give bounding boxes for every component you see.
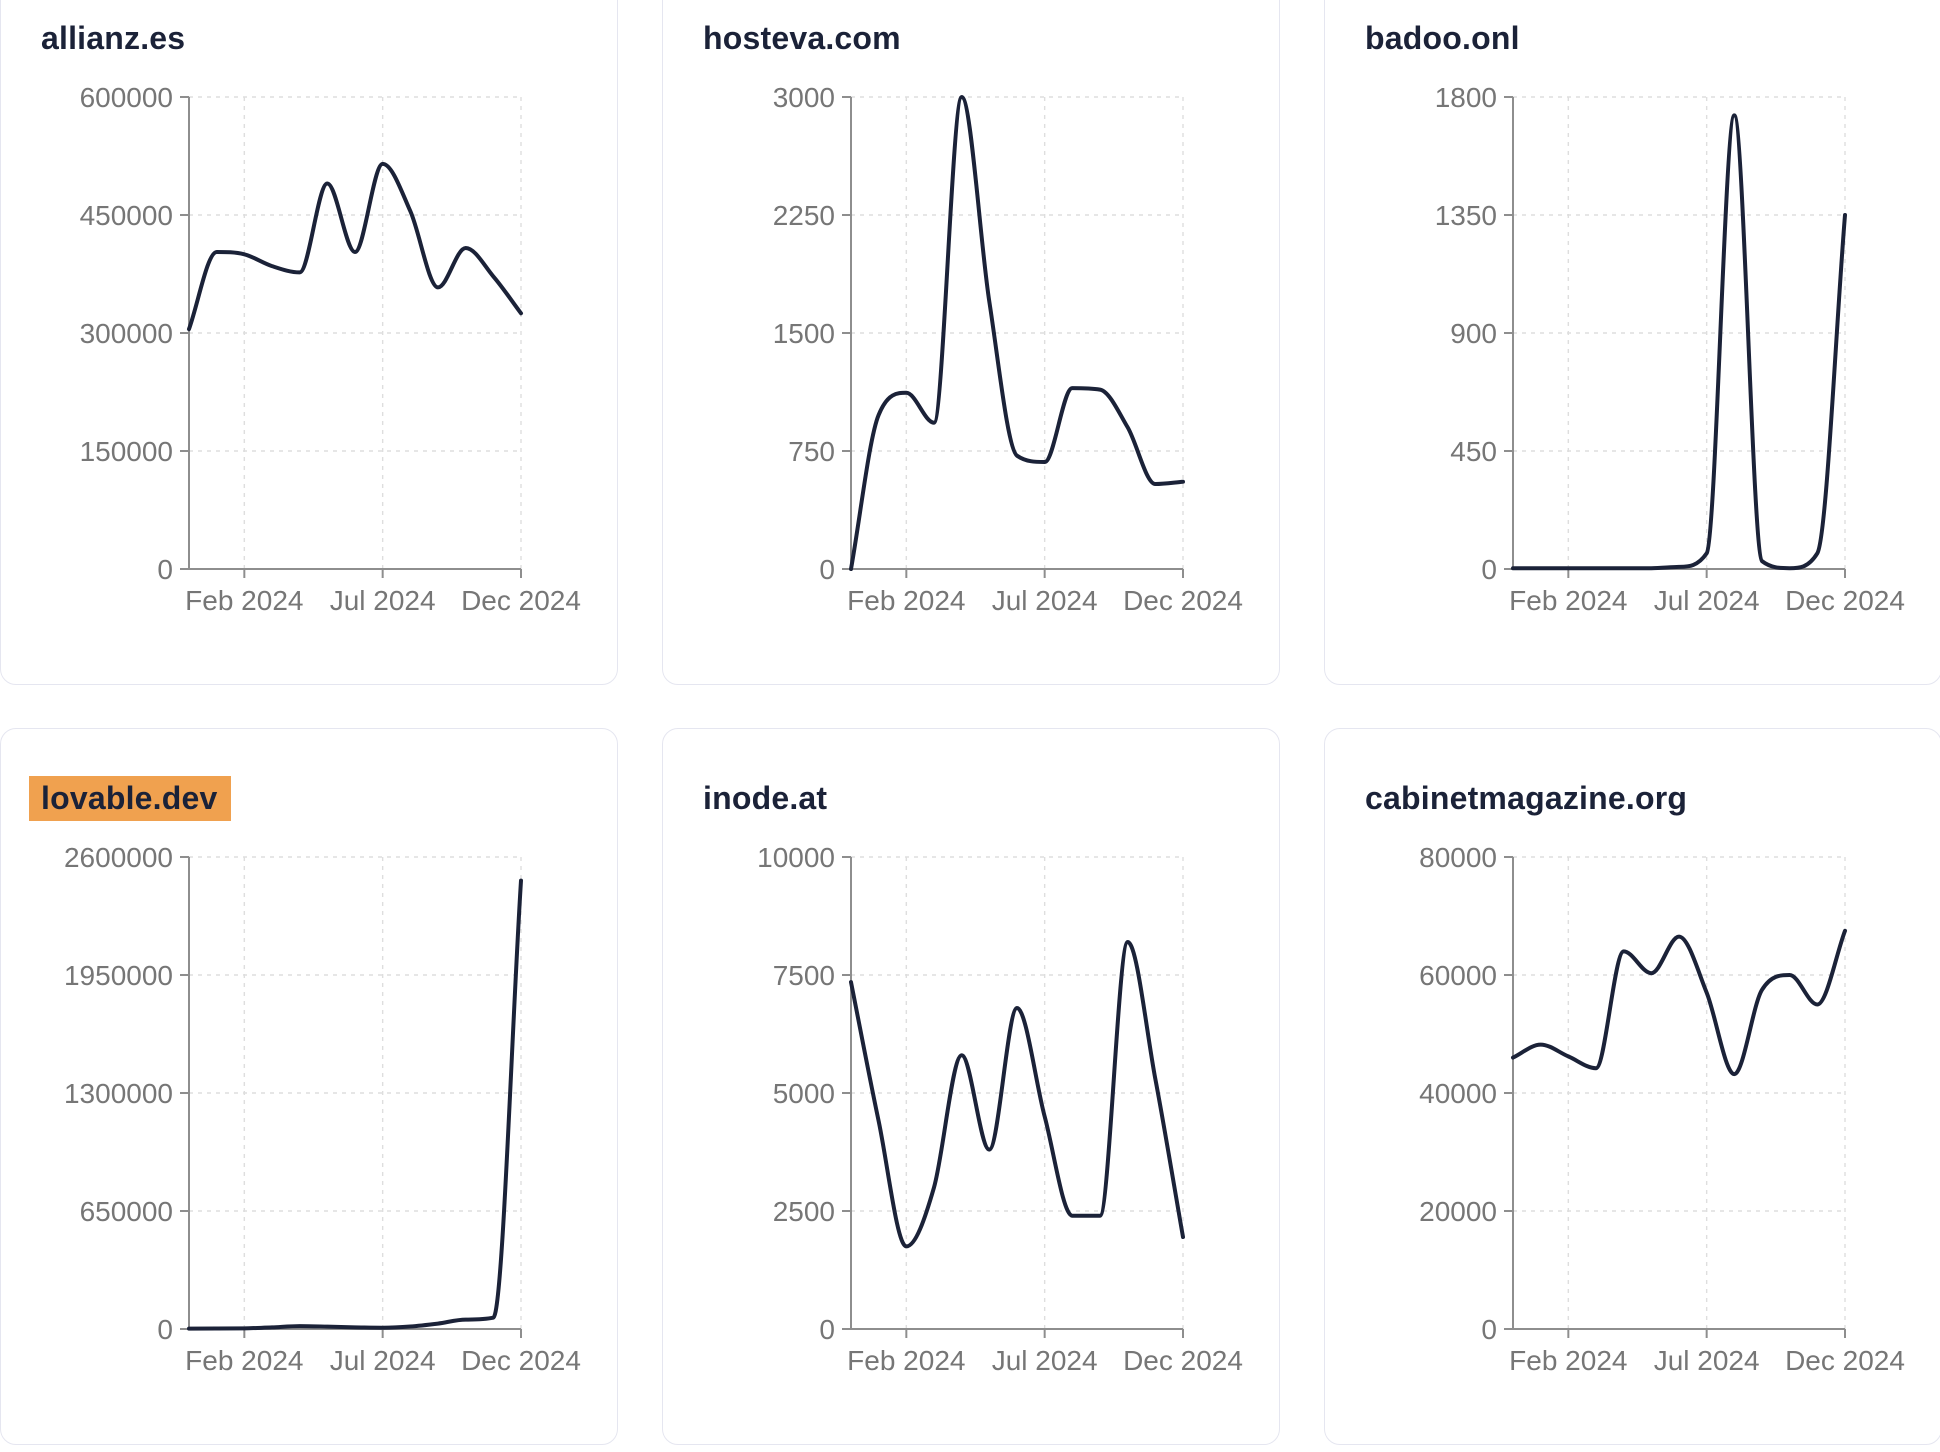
chart-card: inode.at 0 2500 5000 7500 10000 Feb 2024 Jul 2…	[662, 728, 1280, 1445]
y-axis-tick-label: 0	[157, 554, 173, 585]
x-axis-tick-label: Dec 2024	[1785, 585, 1905, 616]
chart-card: allianz.es 0 150000 300000 450000 600000 Feb …	[0, 0, 618, 685]
line-chart: 0 2500 5000 7500 10000 Feb 2024 Jul 2024 Dec 20…	[757, 842, 1243, 1376]
y-axis-tick-label: 10000	[757, 842, 835, 873]
y-axis-tick-label: 300000	[80, 318, 173, 349]
chart-card: lovable.dev 0 650000 1300000 1950000 2600000…	[0, 728, 618, 1445]
chart-title-text: inode.at	[703, 780, 828, 816]
line-chart: 0 650000 1300000 1950000 2600000 Feb 2024 Jul …	[64, 842, 581, 1376]
x-axis-tick-label: Feb 2024	[1509, 1345, 1627, 1376]
x-axis-tick-label: Jul 2024	[330, 585, 436, 616]
chart-title-text: lovable.dev	[29, 776, 231, 821]
chart-card: hosteva.com 0 750 1500 2250 3000 Feb 2024 Jul …	[662, 0, 1280, 685]
chart-card: badoo.onl 0 450 900 1350 1800 Feb 2024 Jul 202…	[1324, 0, 1940, 685]
chart-title-text: cabinetmagazine.org	[1365, 780, 1688, 816]
y-axis-tick-label: 150000	[80, 436, 173, 467]
line-chart: 0 450 900 1350 1800 Feb 2024 Jul 2024 Dec 2024	[1435, 82, 1905, 616]
y-axis-tick-label: 650000	[80, 1196, 173, 1227]
line-chart: 0 750 1500 2250 3000 Feb 2024 Jul 2024 Dec 2024	[773, 82, 1243, 616]
y-axis-tick-label: 20000	[1419, 1196, 1497, 1227]
x-axis-tick-label: Jul 2024	[992, 585, 1098, 616]
x-axis-tick-label: Feb 2024	[185, 1345, 303, 1376]
x-axis-tick-label: Dec 2024	[461, 585, 581, 616]
chart-title-text: allianz.es	[41, 20, 186, 56]
y-axis-tick-label: 1500	[773, 318, 835, 349]
y-axis-tick-label: 1800	[1435, 82, 1497, 113]
y-axis-tick-label: 750	[788, 436, 835, 467]
chart-title: badoo.onl	[1365, 20, 1520, 57]
y-axis-tick-label: 0	[157, 1314, 173, 1345]
y-axis-tick-label: 2600000	[64, 842, 173, 873]
y-axis-tick-label: 60000	[1419, 960, 1497, 991]
x-axis-tick-label: Dec 2024	[1123, 585, 1243, 616]
y-axis-tick-label: 0	[819, 1314, 835, 1345]
line-chart: 0 20000 40000 60000 80000 Feb 2024 Jul 2024 Dec…	[1419, 842, 1905, 1376]
y-axis-tick-label: 0	[1481, 1314, 1497, 1345]
y-axis-tick-label: 450000	[80, 200, 173, 231]
series-line-path	[849, 940, 1185, 1249]
y-axis-tick-label: 600000	[80, 82, 173, 113]
x-axis-tick-label: Feb 2024	[185, 585, 303, 616]
y-axis-tick-label: 0	[1481, 554, 1497, 585]
x-axis-tick-label: Feb 2024	[847, 585, 965, 616]
chart-title: hosteva.com	[703, 20, 901, 57]
chart-title-text: badoo.onl	[1365, 20, 1520, 56]
series-line-path	[1511, 928, 1847, 1077]
y-axis-tick-label: 80000	[1419, 842, 1497, 873]
series-line-path	[1511, 113, 1847, 571]
y-axis-tick-label: 1950000	[64, 960, 173, 991]
x-axis-tick-label: Dec 2024	[1123, 1345, 1243, 1376]
y-axis-tick-label: 7500	[773, 960, 835, 991]
series-line-path	[187, 161, 523, 332]
y-axis-tick-label: 0	[819, 554, 835, 585]
y-axis-tick-label: 450	[1450, 436, 1497, 467]
y-axis-tick-label: 1300000	[64, 1078, 173, 1109]
x-axis-tick-label: Feb 2024	[1509, 585, 1627, 616]
x-axis-tick-label: Jul 2024	[1654, 1345, 1760, 1376]
series-line-path	[849, 95, 1185, 571]
chart-title: lovable.dev	[29, 776, 231, 821]
x-axis-tick-label: Jul 2024	[992, 1345, 1098, 1376]
chart-title-text: hosteva.com	[703, 20, 901, 56]
chart-title: inode.at	[703, 780, 827, 817]
chart-title: cabinetmagazine.org	[1365, 780, 1687, 817]
y-axis-tick-label: 3000	[773, 82, 835, 113]
chart-card: cabinetmagazine.org 0 20000 40000 60000 8000…	[1324, 728, 1940, 1445]
x-axis-tick-label: Dec 2024	[461, 1345, 581, 1376]
x-axis-tick-label: Dec 2024	[1785, 1345, 1905, 1376]
x-axis-tick-label: Jul 2024	[330, 1345, 436, 1376]
y-axis-tick-label: 1350	[1435, 200, 1497, 231]
y-axis-tick-label: 2250	[773, 200, 835, 231]
x-axis-tick-label: Jul 2024	[1654, 585, 1760, 616]
y-axis-tick-label: 40000	[1419, 1078, 1497, 1109]
chart-title: allianz.es	[41, 20, 185, 57]
line-chart: 0 150000 300000 450000 600000 Feb 2024 Jul 202…	[80, 82, 581, 616]
x-axis-tick-label: Feb 2024	[847, 1345, 965, 1376]
series-line-path	[187, 878, 523, 1331]
y-axis-tick-label: 2500	[773, 1196, 835, 1227]
y-axis-tick-label: 900	[1450, 318, 1497, 349]
y-axis-tick-label: 5000	[773, 1078, 835, 1109]
